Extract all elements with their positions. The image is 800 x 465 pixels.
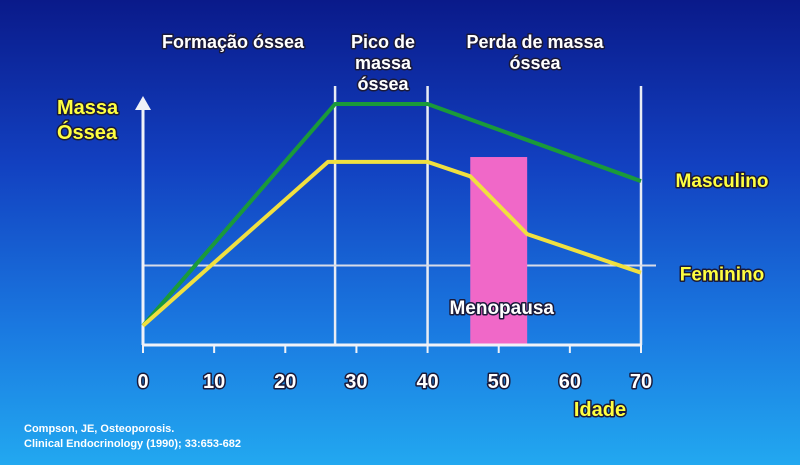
phase-label-1-line-1: massa	[355, 53, 412, 73]
y-axis-label-line-0: Massa	[57, 97, 119, 119]
phase-label-0-line-0: Formação óssea	[162, 32, 305, 52]
x-tick-label-60: 60	[559, 371, 581, 393]
phase-label-2-line-0: Perda de massa	[466, 32, 604, 52]
x-tick-label-30: 30	[345, 371, 367, 393]
series-label-feminino: Feminino	[680, 265, 764, 286]
series-label-masculino: Masculino	[676, 171, 769, 192]
citation-line-1: Compson, JE, Osteoporosis.	[24, 423, 175, 435]
series-line-feminino	[141, 159, 642, 328]
x-axis-label: Idade	[574, 399, 626, 421]
citation-line-2: Clinical Endocrinology (1990); 33:653-68…	[24, 438, 242, 450]
axes: 0 10 20 30 40 50 60 70	[135, 96, 654, 395]
menopause-label: Menopausa	[449, 298, 554, 319]
series-layer	[141, 102, 642, 328]
phase-label-2-line-1: óssea	[509, 53, 561, 73]
series-line-masculino	[141, 102, 642, 328]
y-axis-label-line-1: Óssea	[57, 120, 118, 144]
y-axis-arrow	[135, 96, 151, 110]
x-tick-label-40: 40	[416, 371, 438, 393]
x-tick-label-50: 50	[488, 371, 510, 393]
x-tick-label-20: 20	[274, 371, 296, 393]
x-tick-label-0: 0	[137, 371, 148, 393]
phase-label-1-line-0: Pico de	[351, 32, 415, 52]
x-tick-label-10: 10	[203, 371, 225, 393]
x-tick-label-70: 70	[630, 371, 652, 393]
grid-layer	[143, 86, 656, 345]
phase-label-1-line-2: óssea	[357, 74, 409, 94]
